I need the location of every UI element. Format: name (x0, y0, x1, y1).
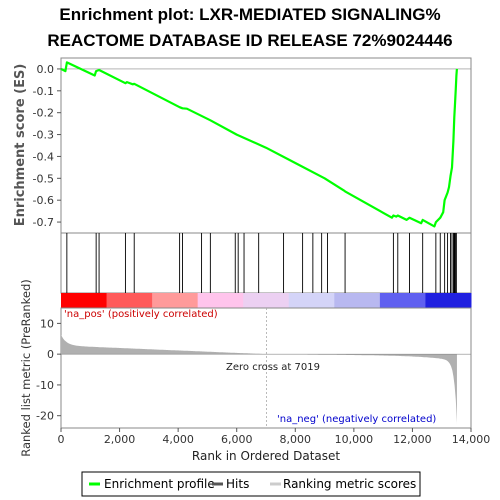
legend-metric-label: Ranking metric scores (283, 477, 416, 491)
x-tick-label: 8,000 (280, 433, 312, 446)
x-tick-label: 4,000 (162, 433, 194, 446)
metric-y-tick-label: 10 (40, 317, 54, 330)
x-axis: 0 2,000 4,000 6,000 8,000 10,000 12,000 14,000 (58, 428, 491, 446)
es-y-tick-label: -0.4 (33, 150, 54, 163)
x-axis-label: Rank in Ordered Dataset (192, 449, 340, 463)
metric-y-tick-label: 0 (47, 348, 54, 361)
es-y-tick-label: -0.7 (33, 216, 54, 229)
band-segment (425, 293, 472, 308)
band-segment (152, 293, 199, 308)
band-segment (243, 293, 290, 308)
x-tick-label: 2,000 (104, 433, 136, 446)
chart-title-line1: Enrichment plot: LXR-MEDIATED SIGNALING% (59, 5, 440, 24)
es-y-axis: 0.0 -0.1 -0.2 -0.3 -0.4 -0.5 -0.6 -0.7 (33, 63, 61, 229)
metric-y-tick-label: -10 (36, 379, 54, 392)
band-segment (288, 293, 335, 308)
es-y-tick-label: -0.6 (33, 194, 54, 207)
na-neg-label: 'na_neg' (negatively correlated) (277, 414, 436, 425)
es-panel-frame (60, 57, 472, 234)
band-segment (379, 293, 426, 308)
metric-y-tick-label: -20 (36, 410, 54, 423)
es-y-tick-label: -0.3 (33, 129, 54, 142)
legend-box (81, 471, 421, 497)
band-segment (197, 293, 244, 308)
x-tick-label: 6,000 (221, 433, 253, 446)
ranking-color-band (61, 293, 472, 308)
metric-y-axis-label: Ranked list metric (PreRanked) (19, 279, 33, 457)
ranking-metric-area (61, 334, 457, 425)
legend-profile-label: Enrichment profile (104, 477, 215, 491)
chart-title-line2: REACTOME DATABASE ID RELEASE 72%9024446 (47, 31, 452, 50)
na-pos-label: 'na_pos' (positively correlated) (64, 309, 218, 320)
x-tick-label: 12,000 (393, 433, 432, 446)
metric-y-axis: 10 0 -10 -20 (36, 317, 61, 423)
es-y-tick-label: -0.1 (33, 85, 54, 98)
es-y-axis-label: Enrichment score (ES) (13, 64, 28, 227)
band-segment (334, 293, 381, 308)
hits-markers (66, 233, 457, 293)
legend: Enrichment profile Hits Ranking metric s… (81, 471, 421, 497)
es-y-tick-label: -0.5 (33, 172, 54, 185)
x-tick-label: 10,000 (335, 433, 374, 446)
enrichment-profile-line (60, 61, 458, 228)
band-segment (61, 293, 108, 308)
x-tick-label: 14,000 (452, 433, 491, 446)
band-segment (106, 293, 153, 308)
metric-panel-frame (60, 307, 472, 429)
legend-hits-label: Hits (226, 477, 249, 491)
zero-cross-label: Zero cross at 7019 (226, 362, 320, 373)
x-tick-label: 0 (58, 433, 65, 446)
es-y-tick-label: -0.2 (33, 107, 54, 120)
es-y-tick-label: 0.0 (37, 63, 55, 76)
